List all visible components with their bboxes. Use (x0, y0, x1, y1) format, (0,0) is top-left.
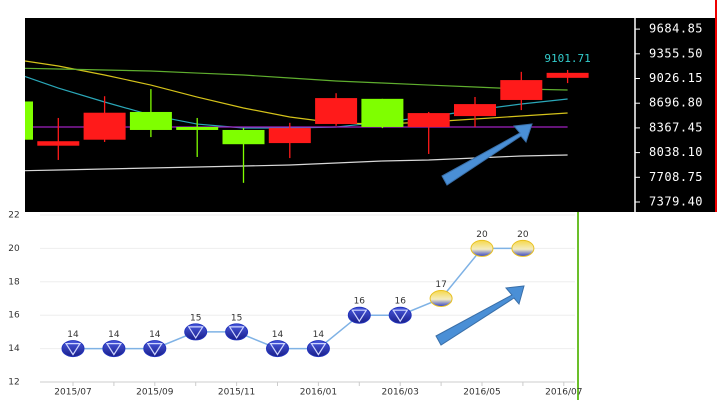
marker-triangle (310, 343, 327, 356)
moving-average (25, 67, 568, 91)
count-chart: 12 14 16 18 20 22 2015/07 2015/09 2015/11 2016/01… (8, 211, 582, 398)
marker-triangle (187, 326, 204, 340)
x-tick-label: 2015/11 (218, 388, 255, 398)
y-tick-label: 18 (8, 277, 20, 287)
x-tick-label: 2016/05 (463, 388, 500, 398)
candle-body (407, 113, 450, 127)
data-label: 14 (108, 330, 120, 340)
y-tick-label: 9684.85 (649, 22, 703, 36)
y-tick-label: 9355.50 (649, 46, 703, 60)
marker-triangle (351, 309, 368, 323)
candle-body (500, 80, 543, 100)
trend-arrow (441, 123, 533, 186)
candle-body (546, 72, 589, 78)
data-label: 14 (149, 330, 161, 340)
y-tick-label: 12 (8, 378, 19, 388)
last-price-label: 9101.71 (544, 52, 590, 65)
candles (25, 60, 589, 183)
marker-triangle (64, 343, 82, 356)
point-marker (102, 340, 126, 358)
marker-triangle (269, 343, 286, 356)
point-marker (470, 239, 494, 257)
candle-body (129, 111, 172, 130)
point-marker (184, 323, 208, 341)
data-label: 14 (67, 330, 79, 340)
x-tick-label: 2016/01 (300, 388, 337, 398)
data-label: 14 (272, 330, 284, 340)
x-tick-label: 2016/07 (545, 388, 582, 398)
candle-body (222, 129, 265, 145)
y-tick-label: 14 (8, 344, 20, 354)
data-label: 16 (394, 297, 406, 307)
y-tick-label: 20 (8, 244, 20, 254)
marker-triangle (146, 343, 163, 356)
data-label: 16 (354, 297, 366, 307)
data-label: 20 (517, 230, 529, 240)
candle-body (25, 101, 33, 140)
candle-body (83, 112, 126, 140)
marker-triangle (105, 343, 122, 356)
x-tick-label: 2015/09 (136, 388, 174, 398)
y-tick-label: 7379.40 (649, 194, 703, 208)
data-label: 17 (435, 280, 446, 290)
x-tick-label: 2016/03 (382, 388, 419, 398)
data-label: 14 (313, 330, 325, 340)
point-marker (388, 306, 412, 324)
candle-body (361, 98, 404, 127)
y-tick-label: 8367.45 (649, 120, 703, 134)
candle-body (37, 141, 80, 146)
point-marker (266, 340, 289, 358)
y-tick-label: 16 (8, 311, 20, 321)
data-label: 20 (476, 230, 488, 240)
point-marker (306, 340, 330, 358)
y-tick-label: 22 (8, 211, 19, 221)
point-marker (225, 323, 249, 341)
candle-body (268, 128, 311, 144)
candle-body (315, 98, 358, 124)
y-tick-label: 9026.15 (649, 71, 703, 85)
point-marker (143, 340, 167, 358)
price-axis: 9684.85 9355.50 9026.15 8696.80 8367.45 8038.… (635, 22, 703, 208)
y-tick-label: 8696.80 (649, 96, 703, 110)
trend-arrow (435, 285, 525, 346)
point-marker (61, 340, 85, 358)
point-marker (511, 239, 535, 257)
marker-triangle (228, 326, 245, 340)
y-tick-label: 8038.10 (649, 145, 703, 159)
candle-body (454, 104, 496, 117)
marker-triangle (392, 309, 409, 323)
point-marker (347, 306, 371, 324)
candle-body (176, 126, 219, 130)
data-label: 15 (190, 313, 201, 323)
x-tick-label: 2015/07 (54, 388, 91, 398)
data-label: 15 (231, 313, 242, 323)
point-marker (429, 290, 453, 307)
y-tick-label: 7708.75 (649, 170, 703, 184)
